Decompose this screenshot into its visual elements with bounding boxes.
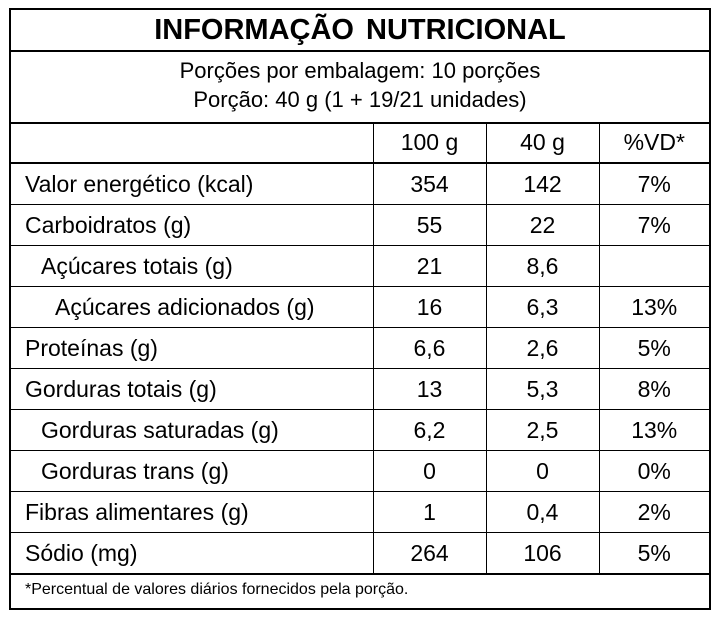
nutrient-name: Proteínas (g) [11,327,374,369]
value-per-portion: 2,6 [485,327,600,369]
value-per-portion: 8,6 [485,245,600,287]
nutrition-table: 100 g 40 g %VD* Valor energético (kcal) 3… [11,122,709,575]
value-per-100g: 0 [372,450,487,492]
header-daily-value: %VD* [598,122,709,164]
nutrient-name: Açúcares totais (g) [11,245,374,287]
table-row: Gorduras saturadas (g) 6,2 2,5 13% [11,409,709,451]
value-per-100g: 13 [372,368,487,410]
value-per-100g: 354 [372,162,487,205]
daily-value-percent: 13% [598,409,709,451]
value-per-portion: 2,5 [485,409,600,451]
nutrient-name: Gorduras trans (g) [11,450,374,492]
nutrient-name: Carboidratos (g) [11,204,374,246]
table-row: Gorduras totais (g) 13 5,3 8% [11,368,709,410]
value-per-portion: 0 [485,450,600,492]
daily-value-percent: 5% [598,532,709,575]
value-per-100g: 21 [372,245,487,287]
daily-value-percent: 13% [598,286,709,328]
daily-value-percent: 0% [598,450,709,492]
value-per-100g: 16 [372,286,487,328]
nutrient-name: Gorduras saturadas (g) [11,409,374,451]
value-per-portion: 6,3 [485,286,600,328]
value-per-100g: 6,6 [372,327,487,369]
value-per-portion: 106 [485,532,600,575]
value-per-100g: 1 [372,491,487,533]
header-nutrient [11,122,374,164]
nutrient-name: Valor energético (kcal) [11,162,374,205]
table-row: Gorduras trans (g) 0 0 0% [11,450,709,492]
daily-value-percent [598,245,709,287]
daily-value-percent: 7% [598,204,709,246]
daily-value-percent: 7% [598,162,709,205]
value-per-portion: 0,4 [485,491,600,533]
value-per-portion: 142 [485,162,600,205]
servings-per-package: Porções por embalagem: 10 porções [179,58,541,83]
header-per-portion: 40 g [485,122,600,164]
nutrient-name: Açúcares adicionados (g) [11,286,374,328]
nutrient-name: Fibras alimentares (g) [11,491,374,533]
nutrient-name: Sódio (mg) [11,532,374,575]
value-per-portion: 5,3 [485,368,600,410]
table-row: Açúcares totais (g) 21 8,6 [11,245,709,287]
table-header-row: 100 g 40 g %VD* [11,122,709,164]
table-row: Sódio (mg) 264 106 5% [11,532,709,575]
table-row: Proteínas (g) 6,6 2,6 5% [11,327,709,369]
value-per-100g: 264 [372,532,487,575]
value-per-100g: 6,2 [372,409,487,451]
value-per-portion: 22 [485,204,600,246]
label-title: INFORMAÇÃO NUTRICIONAL [11,10,709,52]
nutrient-name: Gorduras totais (g) [11,368,374,410]
portion-size: Porção: 40 g (1 + 19/21 unidades) [193,87,527,112]
footnote: *Percentual de valores diários fornecido… [25,581,409,598]
servings-info: Porções por embalagem: 10 porções Porção… [11,50,709,124]
table-row: Valor energético (kcal) 354 142 7% [11,162,709,205]
daily-value-percent: 5% [598,327,709,369]
table-row: Fibras alimentares (g) 1 0,4 2% [11,491,709,533]
daily-value-percent: 2% [598,491,709,533]
table-row: Açúcares adicionados (g) 16 6,3 13% [11,286,709,328]
value-per-100g: 55 [372,204,487,246]
nutrition-facts-label: INFORMAÇÃO NUTRICIONAL Porções por embal… [9,8,711,610]
header-per-100g: 100 g [372,122,487,164]
table-row: Carboidratos (g) 55 22 7% [11,204,709,246]
daily-value-percent: 8% [598,368,709,410]
